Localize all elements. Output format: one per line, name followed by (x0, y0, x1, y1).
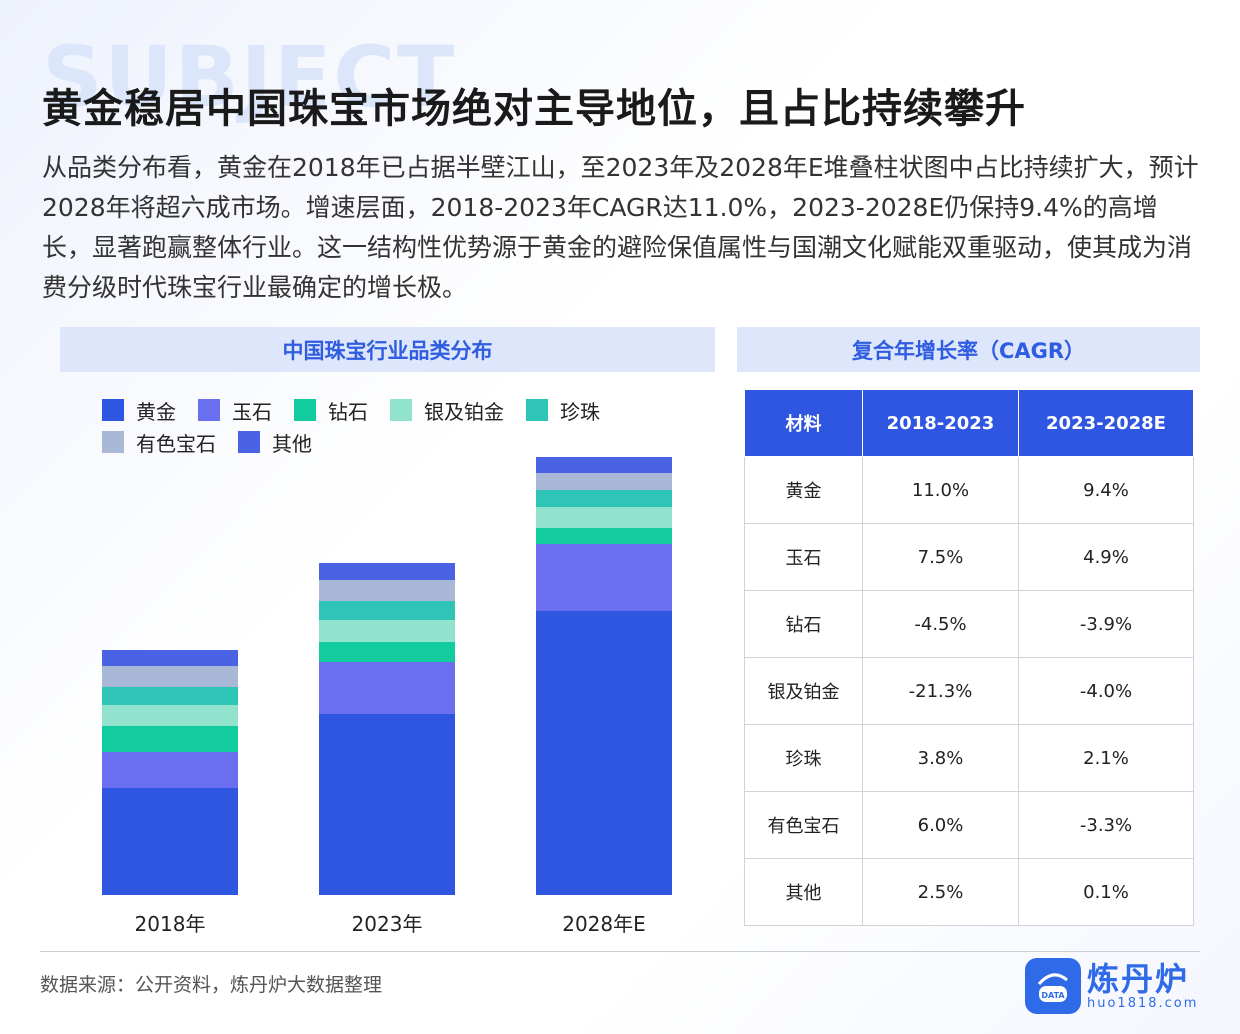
legend-label: 钻石 (328, 399, 368, 424)
table-row: 钻石 -4.5% -3.9% (744, 590, 1194, 658)
material-cell: 珍珠 (744, 724, 863, 792)
legend-label: 黄金 (136, 399, 176, 424)
logo-mark-icon: DATA (1025, 958, 1081, 1014)
bar-segment (102, 726, 238, 752)
cagr-2023-2028e-cell: 0.1% (1018, 858, 1194, 926)
material-cell: 黄金 (744, 456, 863, 524)
legend-item: 玉石 (198, 398, 272, 424)
cagr-2018-2023-cell: 7.5% (862, 523, 1019, 591)
legend-label: 有色宝石 (136, 431, 216, 456)
bar-segment (536, 457, 672, 473)
cagr-2018-2023-cell: 6.0% (862, 791, 1019, 859)
logo-name: 炼丹炉 (1087, 959, 1190, 998)
legend-item: 黄金 (102, 398, 176, 424)
table-row: 黄金 11.0% 9.4% (744, 456, 1194, 524)
legend-swatch (198, 399, 220, 421)
cagr-table: 材料 2018-2023 2023-2028E 黄金 11.0% 9.4% 玉石… (744, 389, 1194, 926)
x-tick-label: 2028年E (562, 912, 646, 936)
page-title: 黄金稳居中国珠宝市场绝对主导地位，且占比持续攀升 (42, 86, 1026, 132)
cagr-2018-2023-cell: 3.8% (862, 724, 1019, 792)
table-row: 有色宝石 6.0% -3.3% (744, 791, 1194, 859)
legend-item: 有色宝石 (102, 430, 216, 456)
material-cell: 有色宝石 (744, 791, 863, 859)
table-row: 银及铂金 -21.3% -4.0% (744, 657, 1194, 725)
legend-label: 玉石 (232, 399, 272, 424)
material-cell: 其他 (744, 858, 863, 926)
x-tick-label: 2023年 (352, 912, 423, 936)
stacked-bar-chart: 2018年 2023年 2028年E (102, 457, 672, 936)
bar-segment (102, 705, 238, 726)
header-material: 材料 (744, 389, 863, 457)
bar-segment (319, 580, 455, 601)
cagr-2018-2023-cell: -21.3% (862, 657, 1019, 725)
bar-segment (536, 544, 672, 611)
legend-swatch (526, 399, 548, 421)
legend-swatch (294, 399, 316, 421)
footer-divider (40, 951, 1200, 952)
bar-segment (102, 788, 238, 895)
bar-segment (102, 687, 238, 705)
bar-segment (319, 642, 455, 662)
table-row: 珍珠 3.8% 2.1% (744, 724, 1194, 792)
bar-segment (536, 507, 672, 528)
header-2018-2023: 2018-2023 (862, 389, 1019, 457)
cagr-2023-2028e-cell: 4.9% (1018, 523, 1194, 591)
bar-segment (319, 714, 455, 895)
legend-swatch (390, 399, 412, 421)
table-header-row: 材料 2018-2023 2023-2028E (744, 389, 1194, 457)
material-cell: 玉石 (744, 523, 863, 591)
chart-legend: 黄金 玉石 钻石 银及铂金 珍珠有色宝石 其他 (102, 398, 702, 456)
bar-segment (536, 611, 672, 895)
cagr-2023-2028e-cell: -3.9% (1018, 590, 1194, 658)
background-watermark-word: SUBJECT (42, 28, 457, 126)
bar-segment (536, 528, 672, 544)
logo-badge-text: DATA (1041, 991, 1065, 1000)
bar-segment (319, 662, 455, 714)
x-tick-label: 2018年 (135, 912, 206, 936)
legend-swatch (102, 399, 124, 421)
legend-swatch (102, 431, 124, 453)
bar-segment (102, 650, 238, 666)
cagr-2023-2028e-cell: 2.1% (1018, 724, 1194, 792)
legend-item: 银及铂金 (390, 398, 504, 424)
bar-segment (319, 601, 455, 620)
cagr-2018-2023-cell: -4.5% (862, 590, 1019, 658)
cagr-2023-2028e-cell: -3.3% (1018, 791, 1194, 859)
bar-segment (536, 473, 672, 490)
cagr-panel-title: 复合年增长率（CAGR） (737, 327, 1200, 372)
bar-segment (102, 666, 238, 687)
legend-label: 银及铂金 (424, 399, 504, 424)
legend-item: 珍珠 (526, 398, 600, 424)
cagr-2018-2023-cell: 2.5% (862, 858, 1019, 926)
logo-url: huo1818.com (1087, 995, 1199, 1011)
bar-segment (536, 490, 672, 507)
bar-segment (319, 620, 455, 642)
chart-panel-title: 中国珠宝行业品类分布 (60, 327, 715, 372)
legend-swatch (238, 431, 260, 453)
bar-segment (319, 563, 455, 580)
material-cell: 钻石 (744, 590, 863, 658)
cagr-2023-2028e-cell: -4.0% (1018, 657, 1194, 725)
table-row: 其他 2.5% 0.1% (744, 858, 1194, 926)
table-row: 玉石 7.5% 4.9% (744, 523, 1194, 591)
data-source-note: 数据来源：公开资料，炼丹炉大数据整理 (40, 974, 383, 996)
intro-paragraph: 从品类分布看，黄金在2018年已占据半壁江山，至2023年及2028年E堆叠柱状… (42, 153, 1199, 302)
cagr-2023-2028e-cell: 9.4% (1018, 456, 1194, 524)
legend-label: 珍珠 (560, 399, 600, 424)
cagr-2018-2023-cell: 11.0% (862, 456, 1019, 524)
bar-segment (102, 752, 238, 788)
header-2023-2028e: 2023-2028E (1018, 389, 1194, 457)
material-cell: 银及铂金 (744, 657, 863, 725)
legend-label: 其他 (272, 431, 312, 456)
legend-item: 其他 (238, 430, 312, 456)
legend-item: 钻石 (294, 398, 368, 424)
brand-logo[interactable]: DATA 炼丹炉 huo1818.com (1025, 958, 1198, 1014)
